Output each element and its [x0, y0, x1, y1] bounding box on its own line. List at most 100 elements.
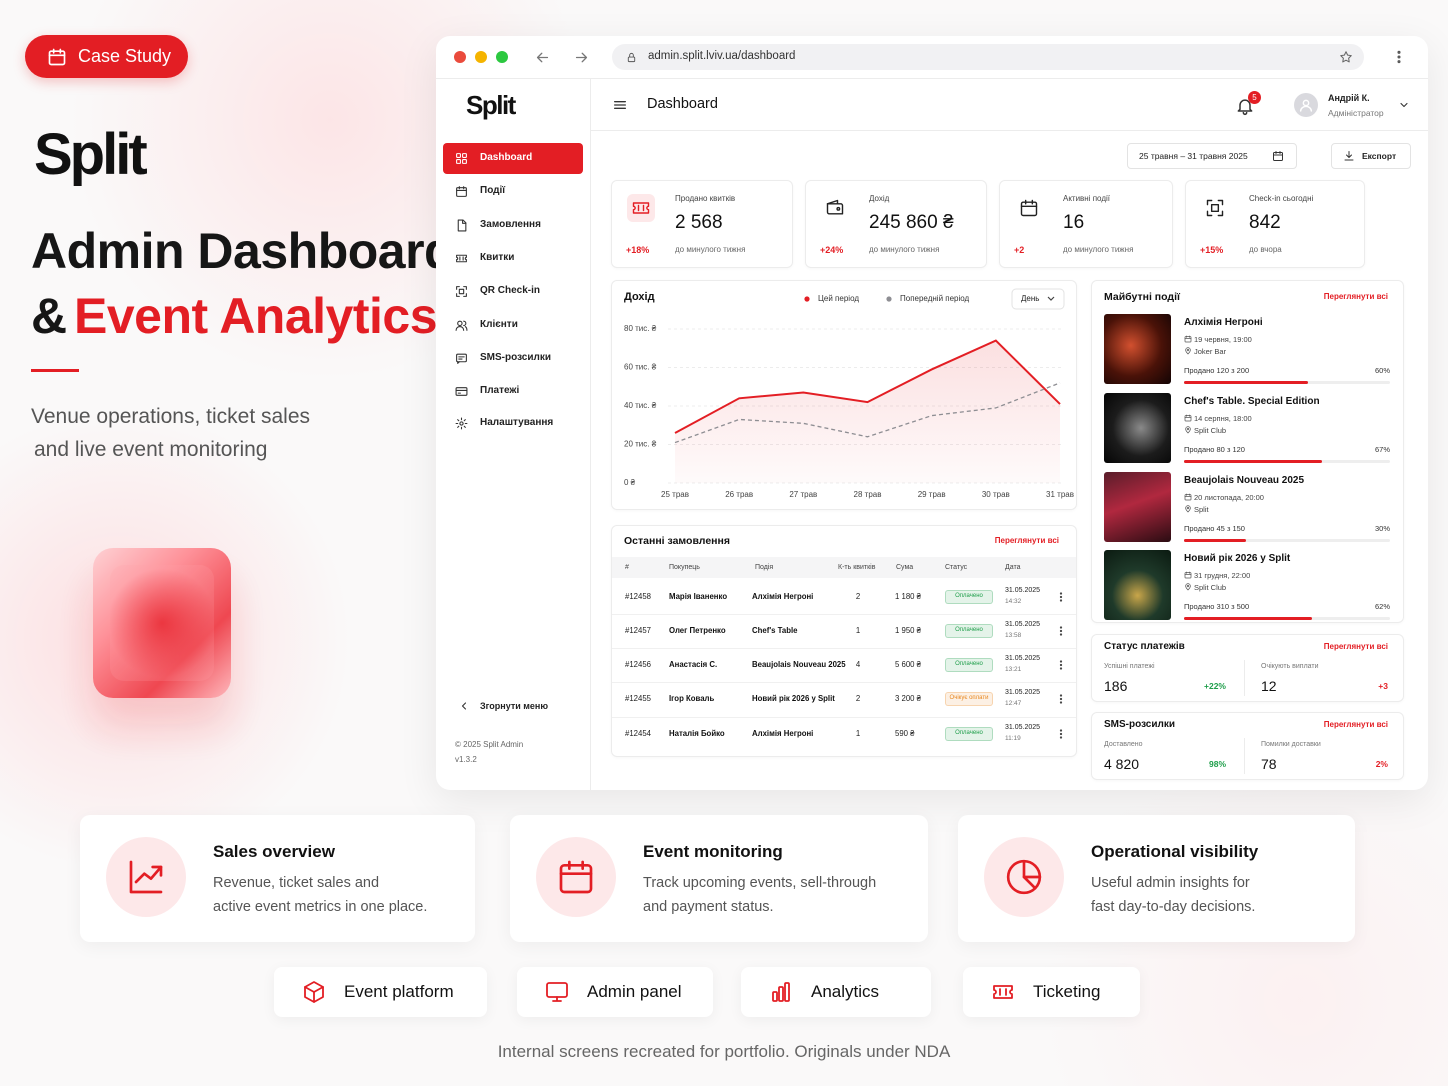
- order-id: #12458: [625, 592, 652, 602]
- event-name: Chef's Table. Special Edition: [1184, 396, 1320, 407]
- menu-item[interactable]: Клієнти: [480, 319, 518, 330]
- kpi-value: 842: [1249, 211, 1281, 233]
- menu-icon-part: [458, 420, 464, 426]
- order-amount: 590 ₴: [895, 729, 915, 739]
- menu-icon-part: [461, 158, 467, 164]
- upcoming-link[interactable]: Переглянути всі: [1323, 292, 1388, 302]
- badge-icon: [48, 48, 66, 66]
- badge-icon-part: [48, 48, 66, 57]
- event-image: [1104, 314, 1171, 384]
- event-date-icon: [1184, 571, 1192, 579]
- stat-link[interactable]: Переглянути всі: [1323, 720, 1388, 730]
- event-name: Beaujolais Nouveau 2025: [1184, 475, 1305, 486]
- subtitle: Venue operations, ticket sales: [31, 405, 311, 429]
- status-badge: [945, 658, 993, 672]
- stat-label: Доставлено: [1104, 740, 1143, 748]
- orders-link[interactable]: Переглянути всі: [994, 536, 1059, 546]
- tag-icon-part: [999, 988, 1007, 996]
- menu-icon-part: [458, 288, 464, 294]
- event-venue-icon: [1185, 505, 1191, 513]
- badge[interactable]: [25, 35, 188, 78]
- brand-logo: Split: [34, 122, 148, 188]
- tag: [274, 967, 487, 1017]
- kpi-icon-part: [1206, 199, 1224, 217]
- export-button[interactable]: [1331, 143, 1411, 169]
- headline-accent: Event Analytics: [74, 288, 438, 344]
- row-menu: [1059, 729, 1063, 739]
- menu-item[interactable]: Dashboard: [480, 152, 533, 163]
- kpi-change: +18%: [626, 244, 650, 255]
- date-range[interactable]: [1127, 143, 1297, 169]
- x-tick-label: 25 трав: [661, 490, 689, 499]
- menu-item[interactable]: SMS-розсилки: [480, 352, 552, 363]
- y-tick-label: 80 тис. ₴: [624, 324, 657, 333]
- order-time: 13:21: [1005, 666, 1022, 674]
- kpi-icon-part: [826, 199, 839, 205]
- y-tick-label: 40 тис. ₴: [624, 401, 657, 410]
- feature-icon: [1006, 859, 1042, 895]
- status-text: Оплачено: [955, 593, 983, 600]
- feature-icon-part: [559, 860, 593, 875]
- menu-item[interactable]: Події: [480, 185, 506, 196]
- row-menu-part: [1059, 694, 1063, 697]
- kpi-icon: [632, 202, 650, 214]
- menu-icon-part: [455, 158, 461, 164]
- upcoming-title: Майбутні події: [1104, 290, 1180, 303]
- menu-icon-part: [462, 320, 467, 331]
- notification-badge: [1248, 91, 1261, 104]
- order-amount: 5 600 ₴: [895, 660, 922, 670]
- period-select[interactable]: [1011, 288, 1065, 310]
- event-date-icon-part: [1184, 572, 1192, 579]
- menu-active[interactable]: [443, 143, 583, 174]
- stat-link[interactable]: Переглянути всі: [1323, 642, 1388, 652]
- menu-icon: [455, 386, 467, 396]
- kpi-note: до минулого тижня: [1063, 245, 1134, 255]
- event-name: Алхімія Негроні: [1184, 317, 1263, 328]
- menu-icon: [455, 254, 467, 262]
- bookmark-icon: [1340, 51, 1352, 63]
- stat-value: 4 820: [1104, 755, 1140, 772]
- kpi-icon-part: [637, 204, 645, 212]
- event-venue-icon-part: [1186, 584, 1190, 588]
- kpi-note: до вчора: [1249, 245, 1282, 255]
- order-customer: Марія Іваненко: [669, 592, 728, 602]
- menu-item[interactable]: Платежі: [480, 385, 520, 396]
- event-date-icon-part: [1184, 415, 1192, 422]
- order-event: Новий рік 2026 у Split: [752, 694, 835, 704]
- event-date: 20 листопада, 20:00: [1194, 492, 1264, 502]
- browser-menu: [1397, 50, 1401, 64]
- feature-icon-part: [151, 865, 163, 877]
- period-select-label: День: [1021, 294, 1039, 303]
- export-text[interactable]: Експорт: [1362, 150, 1397, 161]
- progress-track: [1184, 539, 1390, 542]
- user-name: Андрій К.: [1328, 92, 1370, 103]
- window-dot: [475, 51, 487, 63]
- forward-arrow-part: [575, 52, 587, 62]
- order-qty: 2: [855, 694, 861, 704]
- event-date-icon: [1184, 335, 1192, 343]
- tag-icon-part: [552, 996, 562, 1002]
- row-menu-part: [1059, 626, 1063, 629]
- kpi-icon-part: [1020, 201, 1038, 217]
- copyright: © 2025 Split Admin: [455, 740, 524, 750]
- order-customer: Олег Петренко: [669, 626, 726, 636]
- menu-icon: [455, 417, 467, 429]
- menu-item[interactable]: Замовлення: [480, 219, 541, 230]
- collapse[interactable]: Згорнути меню: [480, 700, 549, 711]
- legend-label: Попередній період: [900, 294, 970, 303]
- event-date: 19 червня, 19:00: [1194, 334, 1252, 344]
- tag-label: Ticketing: [1033, 981, 1101, 1001]
- menu-item[interactable]: Налаштування: [480, 417, 554, 428]
- feature-title: Sales overview: [213, 841, 335, 861]
- order-date: 31.05.2025: [1005, 586, 1041, 594]
- row-menu-part: [1059, 633, 1063, 636]
- stat-value: 78: [1261, 755, 1277, 772]
- line: [674, 382, 1061, 444]
- tag: [517, 967, 713, 1017]
- menu-item[interactable]: Квитки: [480, 252, 515, 263]
- stat-change: 2%: [1375, 758, 1388, 769]
- event-venue: Joker Bar: [1194, 346, 1227, 356]
- tag-icon-part: [546, 982, 568, 998]
- menu-item[interactable]: QR Check-in: [480, 285, 541, 296]
- status-text: Оплачено: [955, 627, 983, 634]
